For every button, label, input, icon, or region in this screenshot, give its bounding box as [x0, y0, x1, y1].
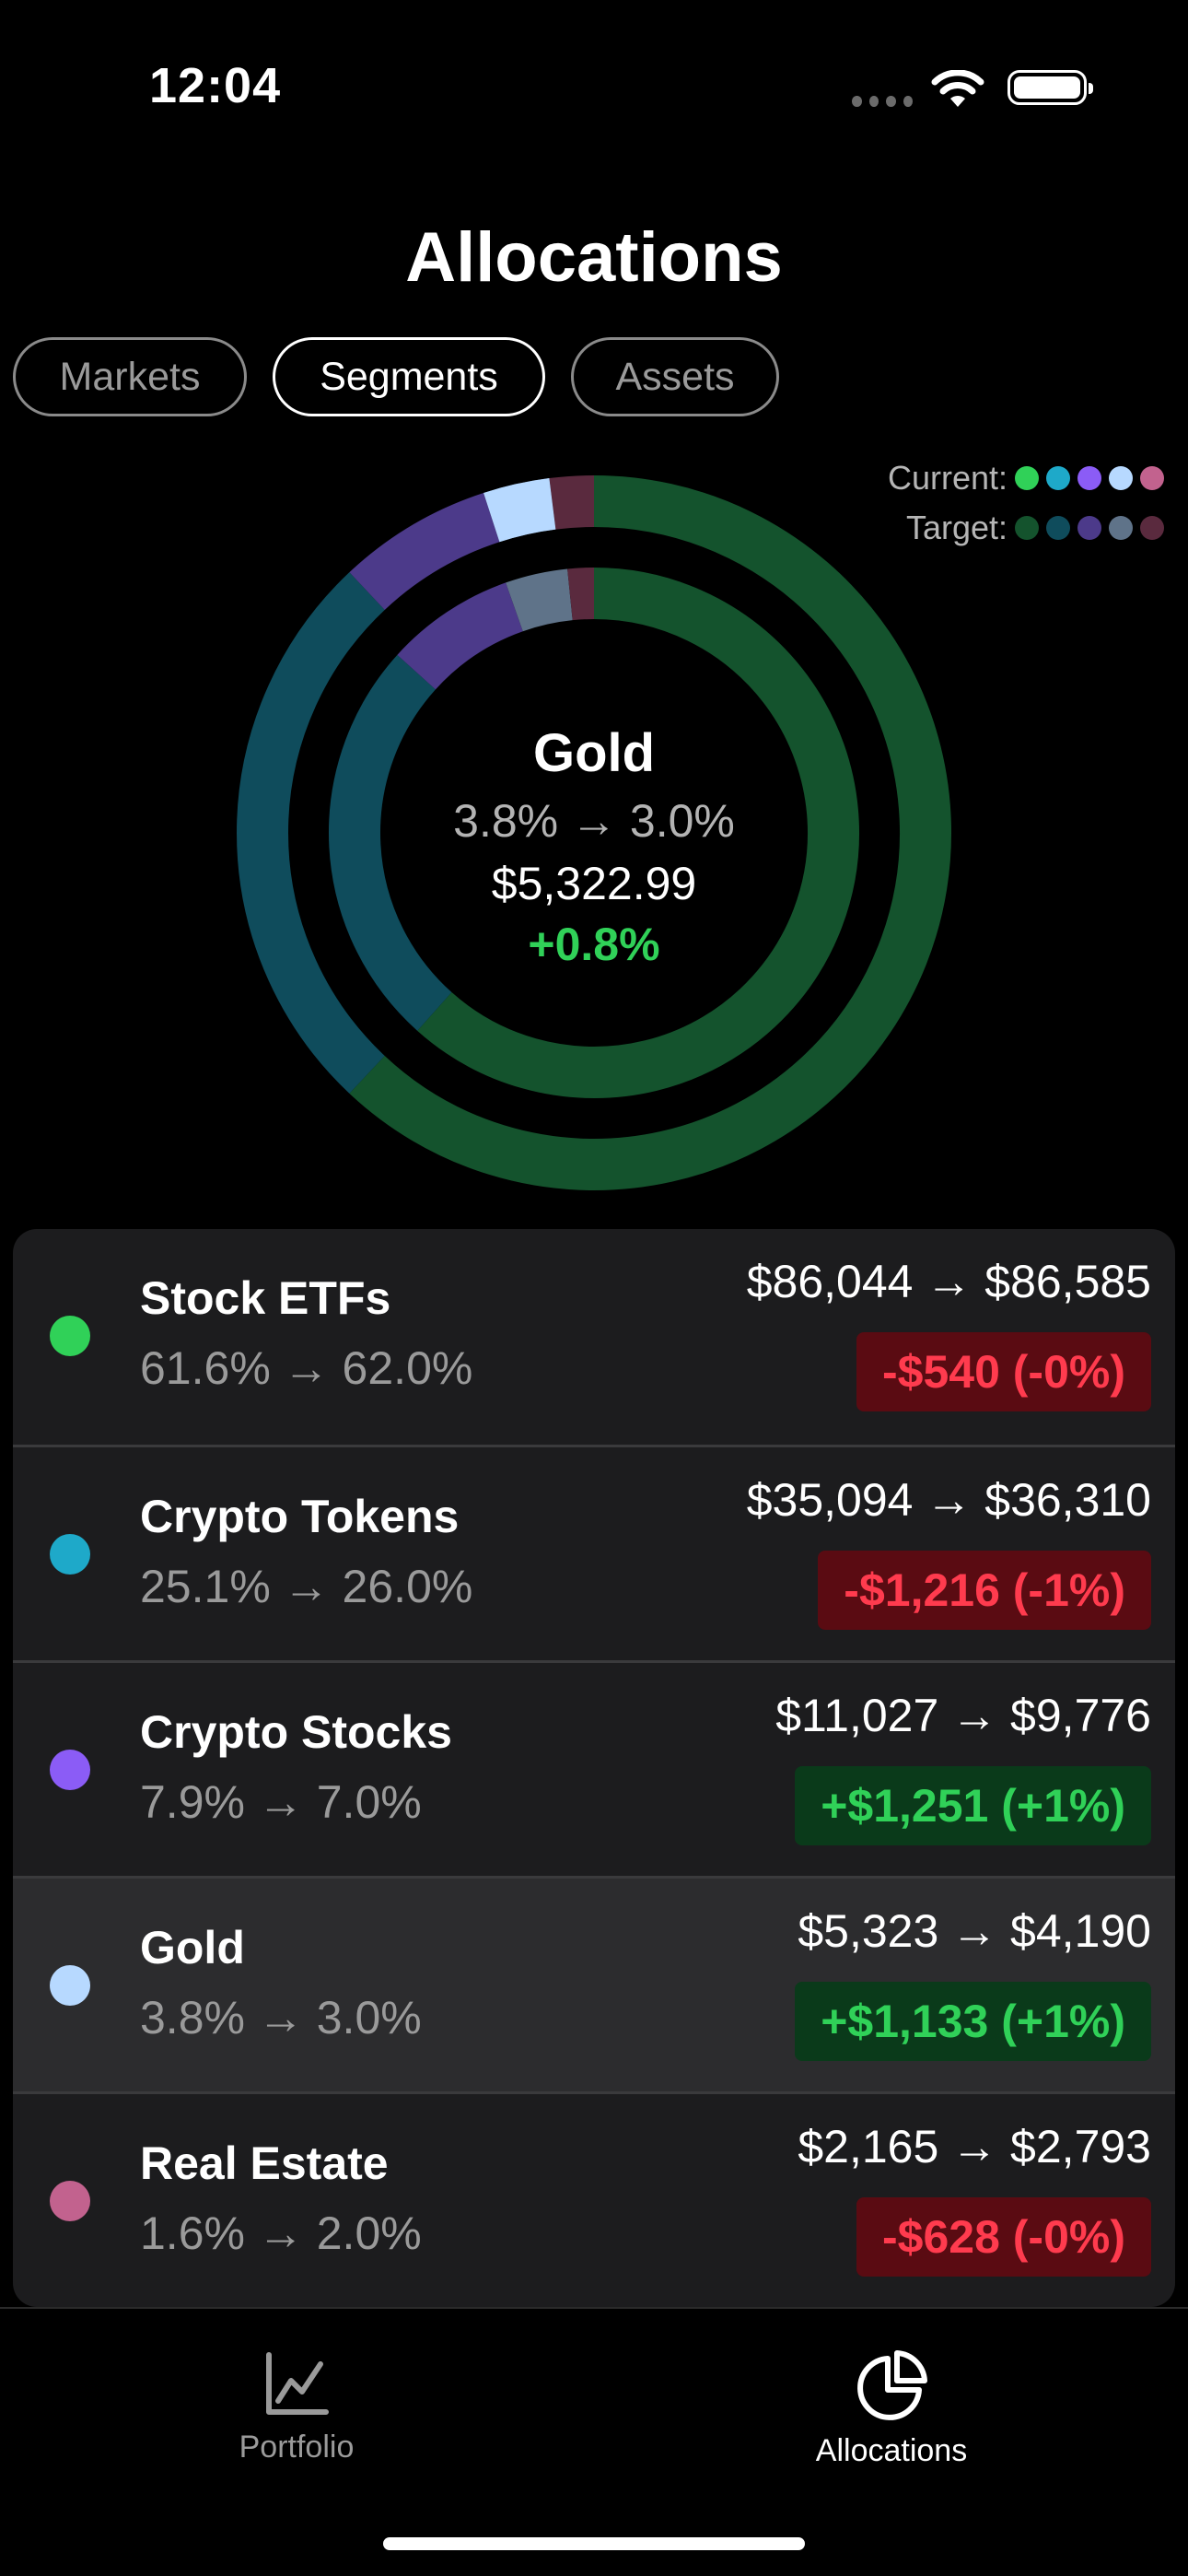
segment-diff-badge: +$1,251 (+1%)	[795, 1766, 1151, 1845]
segment-pct: 25.1% → 26.0%	[140, 1561, 473, 1612]
wifi-icon	[931, 70, 984, 107]
current-slice-stock-etfs[interactable]	[417, 568, 859, 1098]
segment-color-dot	[50, 2181, 90, 2221]
legend-dot	[1046, 466, 1070, 490]
allocation-row-crypto-stocks[interactable]: Crypto Stocks 7.9% → 7.0% $11,027 → $9,7…	[13, 1660, 1175, 1876]
segment-amount: $5,323 → $4,190	[798, 1905, 1151, 1957]
segment-amount: $11,027 → $9,776	[775, 1690, 1151, 1741]
segment-color-dot	[50, 1965, 90, 2006]
segment-name: Stock ETFs	[140, 1272, 391, 1324]
segment-name: Crypto Stocks	[140, 1706, 452, 1758]
line-chart-icon	[266, 2352, 329, 2415]
legend-dot	[1140, 466, 1164, 490]
segment-name: Real Estate	[140, 2137, 389, 2189]
allocation-row-crypto-tokens[interactable]: Crypto Tokens 25.1% → 26.0% $35,094 → $3…	[13, 1445, 1175, 1660]
segment-amount: $86,044 → $86,585	[746, 1256, 1151, 1307]
legend-dot	[1077, 466, 1101, 490]
current-slice-real-estate[interactable]	[567, 568, 595, 621]
legend-dot	[1109, 466, 1133, 490]
segment-color-dot	[50, 1534, 90, 1575]
segment-pct: 1.6% → 2.0%	[140, 2207, 422, 2259]
filter-assets[interactable]: Assets	[571, 337, 779, 416]
tab-allocations-label: Allocations	[815, 2433, 968, 2468]
segment-pct: 61.6% → 62.0%	[140, 1342, 473, 1394]
target-slice-crypto-stocks[interactable]	[349, 492, 500, 611]
center-segment-change: +0.8%	[528, 919, 660, 970]
legend-dot	[1015, 516, 1039, 540]
legend-dot	[1046, 516, 1070, 540]
battery-icon	[1007, 70, 1093, 105]
legend-target: Target:	[906, 509, 1164, 547]
segment-amount: $35,094 → $36,310	[746, 1474, 1151, 1526]
tab-portfolio-label: Portfolio	[239, 2430, 355, 2465]
segment-diff-badge: -$628 (-0%)	[856, 2197, 1151, 2277]
allocation-list: Stock ETFs 61.6% → 62.0% $86,044 → $86,5…	[13, 1229, 1175, 2307]
center-segment-value: $5,322.99	[491, 858, 697, 909]
legend-target-label: Target:	[905, 509, 1007, 546]
current-slice-crypto-stocks[interactable]	[397, 582, 524, 690]
segment-diff-badge: +$1,133 (+1%)	[795, 1982, 1151, 2061]
home-indicator	[383, 2537, 805, 2550]
pie-chart-icon	[857, 2350, 927, 2420]
tab-portfolio[interactable]: Portfolio	[112, 2349, 481, 2465]
segment-diff-badge: -$540 (-0%)	[856, 1332, 1151, 1411]
segment-color-dot	[50, 1750, 90, 1790]
legend-current: Current:	[888, 459, 1164, 498]
segment-name: Crypto Tokens	[140, 1491, 460, 1542]
filter-markets[interactable]: Markets	[13, 337, 247, 416]
segment-pct: 3.8% → 3.0%	[140, 1992, 422, 2043]
allocation-row-real-estate[interactable]: Real Estate 1.6% → 2.0% $2,165 → $2,793 …	[13, 2091, 1175, 2307]
center-segment-name: Gold	[532, 723, 656, 783]
segment-color-dot	[50, 1316, 90, 1356]
status-time: 12:04	[149, 58, 282, 113]
legend-dot	[1077, 516, 1101, 540]
segment-pct: 7.9% → 7.0%	[140, 1776, 422, 1828]
allocation-row-stock-etfs[interactable]: Stock ETFs 61.6% → 62.0% $86,044 → $86,5…	[13, 1229, 1175, 1445]
legend-current-label: Current:	[887, 459, 1007, 497]
allocation-row-gold[interactable]: Gold 3.8% → 3.0% $5,323 → $4,190 +$1,133…	[13, 1876, 1175, 2091]
legend-dot	[1015, 466, 1039, 490]
segment-name: Gold	[140, 1922, 245, 1973]
segment-amount: $2,165 → $2,793	[798, 2121, 1151, 2172]
center-segment-pct: 3.8% → 3.0%	[453, 795, 735, 847]
page-title: Allocations	[405, 218, 783, 297]
legend-dot	[1109, 516, 1133, 540]
filter-segments[interactable]: Segments	[273, 337, 545, 416]
allocation-donut-chart[interactable]	[213, 451, 975, 1214]
current-slice-crypto-tokens[interactable]	[329, 654, 452, 1031]
tab-allocations[interactable]: Allocations	[707, 2349, 1076, 2469]
segment-diff-badge: -$1,216 (-1%)	[818, 1551, 1151, 1630]
cellular-signal-icon	[852, 96, 913, 107]
tab-bar	[0, 2307, 1188, 2576]
target-slice-crypto-tokens[interactable]	[237, 572, 385, 1094]
highlighted-slice-gold[interactable]	[483, 478, 556, 543]
target-slice-stock-etfs[interactable]	[349, 475, 951, 1190]
current-slice-gold[interactable]	[506, 568, 574, 632]
target-slice-real-estate[interactable]	[549, 475, 595, 530]
legend-dot	[1140, 516, 1164, 540]
